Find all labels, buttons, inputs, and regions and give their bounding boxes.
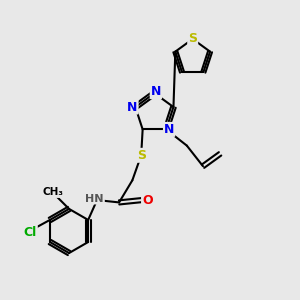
- Text: Cl: Cl: [24, 226, 37, 239]
- Text: CH₃: CH₃: [42, 187, 63, 197]
- Text: S: S: [137, 149, 146, 162]
- Text: N: N: [164, 123, 174, 136]
- Text: N: N: [127, 100, 138, 113]
- Text: N: N: [151, 85, 161, 98]
- Text: HN: HN: [85, 194, 104, 204]
- Text: O: O: [142, 194, 153, 207]
- Text: S: S: [188, 32, 197, 46]
